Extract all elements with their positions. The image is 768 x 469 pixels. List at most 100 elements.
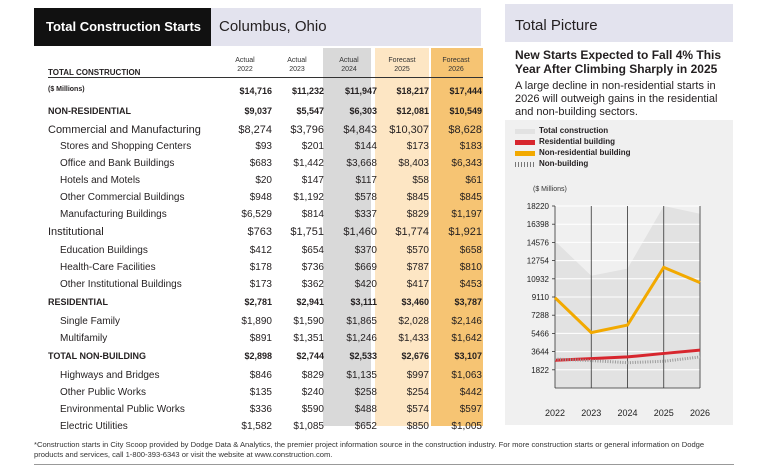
row-label: Manufacturing Buildings: [60, 209, 167, 220]
row-label: Single Family: [60, 316, 121, 327]
row-value: $10,307: [389, 124, 429, 136]
row-value: $1,433: [398, 333, 429, 344]
row-label: Multifamily: [60, 333, 108, 344]
row-value: $2,781: [244, 297, 272, 307]
table-title-banner: Total Construction Starts: [34, 8, 211, 46]
row-value: $11,232: [291, 86, 324, 96]
row-value: $453: [459, 279, 482, 290]
row-value: $1,590: [293, 316, 324, 327]
y-axis-label: ($ Millions): [533, 186, 567, 193]
y-tick-label: 1822: [531, 366, 549, 375]
panel-title-banner: Total Picture: [505, 4, 733, 42]
column-header: Actual 2023: [287, 57, 307, 73]
y-tick-label: 16398: [527, 220, 550, 229]
row-value: $2,146: [451, 316, 482, 327]
column-2025-shade: [375, 48, 429, 426]
row-value: $14,716: [239, 86, 272, 96]
row-value: $2,533: [349, 351, 377, 361]
row-value: $669: [354, 262, 377, 273]
row-value: $1,135: [346, 370, 377, 381]
table-row: Multifamily $891 $1,351 $1,246 $1,433 $1,642: [48, 333, 488, 351]
table-row: ($ Millions) $14,716 $11,232 $11,947 $18,217…: [48, 86, 488, 104]
table-row: Hotels and Motels $20 $147 $117 $58 $61: [48, 175, 488, 193]
table-row: Electric Utilities $1,582 $1,085 $652 $850 $1…: [48, 421, 488, 439]
line-chart: ($ Millions) 1822 3644 5466 7288 9110 10932 12…: [527, 186, 710, 418]
x-tick-label: 2024: [617, 408, 637, 418]
row-value: $891: [249, 333, 272, 344]
row-value: $1,890: [241, 316, 272, 327]
row-label: Other Public Works: [60, 387, 146, 398]
footer-rule: [34, 464, 734, 465]
row-value: $173: [249, 279, 272, 290]
row-value: $173: [406, 141, 429, 152]
panel-description: A large decline in non-residential start…: [515, 80, 718, 118]
row-label: NON-RESIDENTIAL: [48, 106, 131, 116]
table-row: Other Institutional Buildings $173 $362 $42…: [48, 279, 488, 297]
row-value: $997: [406, 370, 429, 381]
row-label: Stores and Shopping Centers: [60, 141, 192, 152]
row-value: $829: [406, 209, 429, 220]
column-header: Forecast 2025: [388, 57, 416, 73]
row-label: Highways and Bridges: [60, 370, 160, 381]
row-label: Electric Utilities: [60, 421, 128, 432]
row-value: $736: [301, 262, 324, 273]
row-value: $135: [249, 387, 272, 398]
location-banner: Columbus, Ohio: [211, 8, 481, 46]
row-value: $362: [301, 279, 324, 290]
table-row: Environmental Public Works $336 $590 $488 $5…: [48, 404, 488, 422]
row-value: $9,037: [244, 106, 272, 116]
row-value: $370: [354, 245, 377, 256]
y-tick-label: 3644: [531, 348, 549, 357]
table-row: Single Family $1,890 $1,590 $1,865 $2,028 $2,…: [48, 316, 488, 334]
table-row: Other Commercial Buildings $948 $1,192 $578…: [48, 192, 488, 210]
row-value: $6,303: [349, 106, 377, 116]
column-header: Actual 2024: [339, 57, 359, 73]
y-tick-label: 9110: [532, 293, 550, 302]
row-value: $147: [301, 175, 324, 186]
row-value: $1,774: [395, 226, 429, 238]
header-rule: [48, 77, 483, 78]
row-value: $597: [459, 404, 482, 415]
series-residential-line: [554, 348, 701, 362]
row-value: $1,442: [293, 158, 324, 169]
footnote: *Construction starts in City Scoop provi…: [34, 440, 705, 459]
row-value: $11,947: [344, 86, 377, 96]
row-value: $787: [406, 262, 429, 273]
row-label: Health-Care Facilities: [60, 262, 156, 273]
row-value: $683: [249, 158, 272, 169]
y-tick-label: 14576: [527, 238, 550, 247]
row-value: $814: [301, 209, 324, 220]
row-value: $10,549: [449, 106, 482, 116]
row-value: $12,081: [396, 106, 429, 116]
row-value: $658: [459, 245, 482, 256]
row-value: $2,028: [398, 316, 429, 327]
row-label: Education Buildings: [60, 245, 148, 256]
table-row: NON-RESIDENTIAL $9,037 $5,547 $6,303 $12,081…: [48, 106, 488, 124]
row-value: $337: [354, 209, 377, 220]
row-value: $417: [406, 279, 429, 290]
row-value: $1,063: [451, 370, 482, 381]
x-tick-label: 2026: [690, 408, 710, 418]
row-value: $574: [406, 404, 429, 415]
row-value: $336: [249, 404, 272, 415]
row-value: $3,787: [454, 297, 482, 307]
row-value: $654: [301, 245, 324, 256]
row-value: $144: [354, 141, 377, 152]
series-non-building-line: [554, 355, 701, 365]
row-value: $488: [354, 404, 377, 415]
row-value: $201: [301, 141, 324, 152]
row-value: $1,865: [346, 316, 377, 327]
row-value: $3,796: [290, 124, 324, 136]
y-tick-label: 10932: [527, 275, 550, 284]
table-row: RESIDENTIAL $2,781 $2,941 $3,111 $3,460 $3,78…: [48, 297, 488, 315]
row-value: $2,676: [401, 351, 429, 361]
x-tick-label: 2023: [581, 408, 601, 418]
row-value: $1,197: [451, 209, 482, 220]
row-value: $93: [255, 141, 272, 152]
table-row: Stores and Shopping Centers $93 $201 $144 $1…: [48, 141, 488, 159]
x-tick-label: 2025: [654, 408, 674, 418]
row-value: $2,744: [296, 351, 324, 361]
row-value: $3,668: [346, 158, 377, 169]
row-value: $578: [354, 192, 377, 203]
row-value: $20: [255, 175, 272, 186]
